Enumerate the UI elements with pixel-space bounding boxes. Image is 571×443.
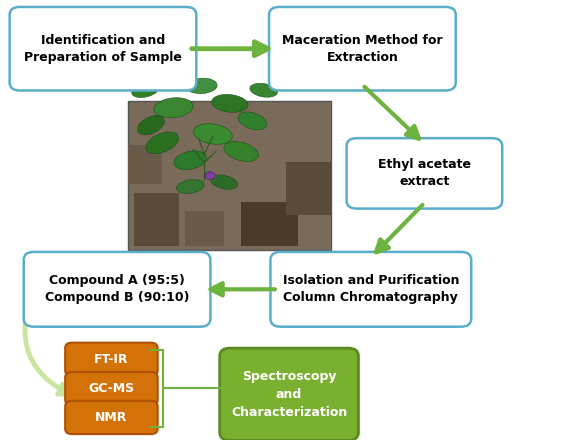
- Ellipse shape: [132, 83, 159, 97]
- FancyBboxPatch shape: [269, 7, 456, 90]
- Ellipse shape: [174, 151, 207, 170]
- Ellipse shape: [211, 175, 238, 189]
- Ellipse shape: [238, 112, 267, 130]
- Text: NMR: NMR: [95, 411, 127, 424]
- Bar: [134, 193, 179, 245]
- Ellipse shape: [154, 98, 193, 118]
- Text: Identification and
Preparation of Sample: Identification and Preparation of Sample: [24, 34, 182, 64]
- FancyBboxPatch shape: [24, 252, 210, 326]
- Text: Isolation and Purification
Column Chromatography: Isolation and Purification Column Chroma…: [283, 274, 459, 304]
- Bar: [185, 210, 224, 245]
- FancyBboxPatch shape: [10, 7, 196, 90]
- Bar: [241, 202, 297, 245]
- Ellipse shape: [212, 94, 248, 113]
- FancyBboxPatch shape: [271, 252, 471, 326]
- Bar: [286, 163, 331, 215]
- Ellipse shape: [138, 116, 164, 135]
- Ellipse shape: [176, 179, 204, 194]
- Text: FT-IR: FT-IR: [94, 353, 128, 366]
- Ellipse shape: [224, 142, 259, 161]
- FancyBboxPatch shape: [220, 348, 359, 440]
- Text: Ethyl acetate
extract: Ethyl acetate extract: [378, 159, 471, 188]
- FancyBboxPatch shape: [65, 401, 158, 434]
- Ellipse shape: [194, 124, 232, 144]
- FancyArrowPatch shape: [25, 296, 70, 394]
- Ellipse shape: [205, 171, 215, 179]
- Bar: [128, 145, 162, 184]
- Text: Spectroscopy
and
Characterization: Spectroscopy and Characterization: [231, 370, 347, 419]
- Ellipse shape: [250, 83, 278, 97]
- Text: GC-MS: GC-MS: [89, 382, 135, 395]
- Text: Compound A (95:5)
Compound B (90:10): Compound A (95:5) Compound B (90:10): [45, 274, 190, 304]
- FancyBboxPatch shape: [65, 343, 158, 376]
- Ellipse shape: [186, 78, 217, 93]
- FancyBboxPatch shape: [65, 372, 158, 405]
- Text: Maceration Method for
Extraction: Maceration Method for Extraction: [282, 34, 443, 64]
- FancyBboxPatch shape: [347, 138, 502, 209]
- Ellipse shape: [146, 132, 179, 154]
- Bar: [128, 101, 331, 250]
